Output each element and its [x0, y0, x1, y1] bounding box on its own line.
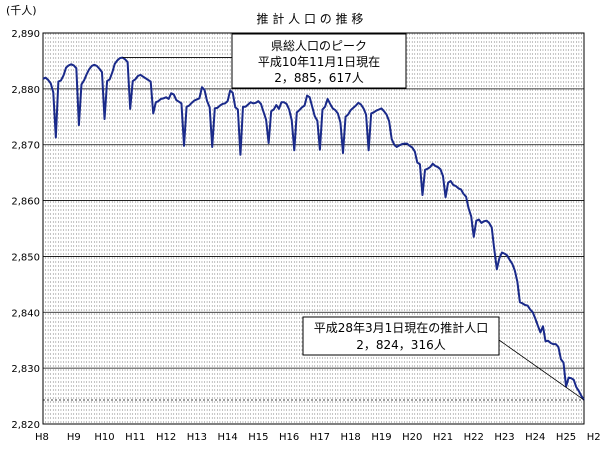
y-tick-label: 2,880 [11, 85, 40, 96]
y-tick-label: 2,840 [11, 308, 40, 319]
current-callout-box [302, 316, 500, 356]
x-tick-label: H14 [217, 432, 237, 443]
x-axis-tick-labels: H8 H9 H10 H11 H12 H13 H14 H15 H16 H17 H18 H19 H20 H21… [35, 432, 600, 443]
horizontal-gridlines [43, 88, 584, 369]
plot-area-frame [42, 32, 585, 425]
population-series-line [42, 56, 585, 401]
x-tick-label: H17 [310, 432, 330, 443]
x-tick-label: H21 [433, 432, 453, 443]
x-tick-label: H9 [67, 432, 81, 443]
current-callout-line-1: 平成28年3月1日現在の推計人口 [314, 320, 489, 335]
y-tick-label: 2,820 [11, 420, 40, 431]
x-tick-label: H10 [94, 432, 114, 443]
y-tick-label: 2,870 [11, 141, 40, 152]
y-tick-label: 2,850 [11, 252, 40, 263]
x-tick-label: H15 [248, 432, 268, 443]
x-tick-label: H13 [187, 432, 207, 443]
y-tick-label: 2,890 [11, 29, 40, 40]
x-tick-label: H16 [279, 432, 299, 443]
x-tick-label: H11 [125, 432, 145, 443]
peak-callout-line-2: 平成10年11月1日現在 [258, 55, 380, 69]
peak-callout-line-3: 2，885，617人 [274, 71, 363, 85]
peak-callout-line-1: 県総人口のピーク [271, 39, 367, 53]
y-tick-label: 2,830 [11, 364, 40, 375]
chart-title: 推 計 人 口 の 推 移 [257, 11, 364, 26]
x-tick-label: H8 [35, 432, 49, 443]
x-tick-label: H23 [494, 432, 514, 443]
current-callout-leader [498, 339, 585, 401]
x-tick-label: H18 [341, 432, 361, 443]
x-tick-label: H26 [587, 432, 600, 443]
x-tick-label: H12 [156, 432, 176, 443]
vertical-gridlines [45, 33, 582, 424]
unit-label: (千人) [6, 4, 37, 17]
y-tick-label: 2,860 [11, 197, 40, 208]
peak-callout-box [231, 33, 407, 89]
current-callout-line-2: 2，824，316人 [356, 338, 445, 352]
x-tick-label: H24 [525, 432, 545, 443]
x-tick-label: H19 [371, 432, 391, 443]
x-tick-label: H25 [556, 432, 576, 443]
x-tick-label: H22 [464, 432, 484, 443]
y-axis-tick-labels: 2,890 2,880 2,870 2,860 2,850 2,840 2,830 2,820 [11, 29, 40, 431]
x-tick-label: H20 [402, 432, 422, 443]
